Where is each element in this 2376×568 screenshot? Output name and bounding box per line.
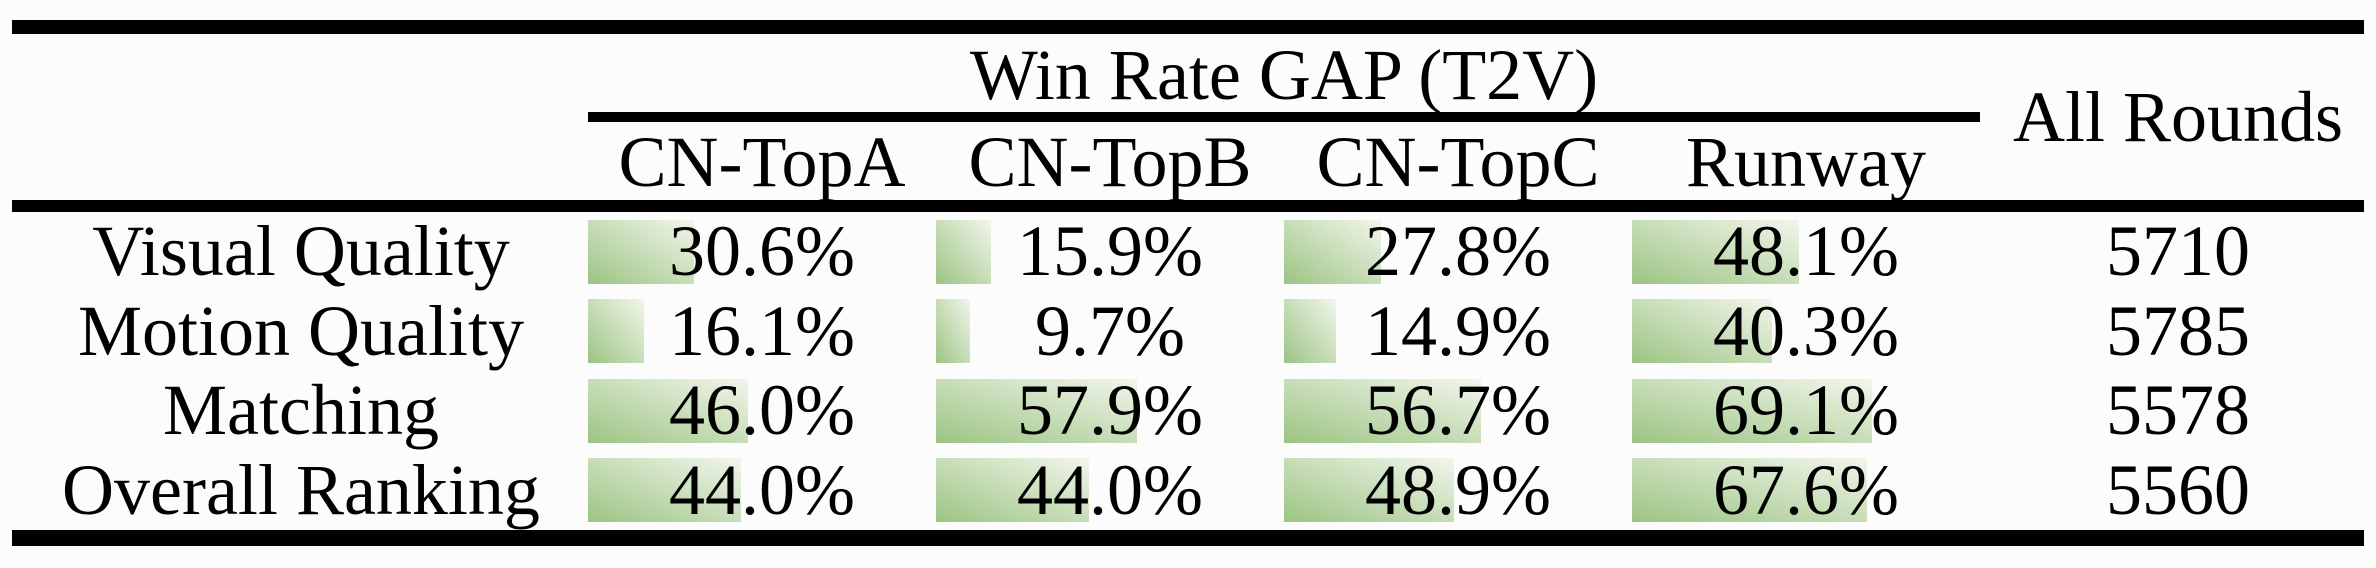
winrate-cell: 30.6% xyxy=(588,211,936,292)
column-headers: CN-TopA CN-TopB CN-TopC Runway xyxy=(588,122,1980,202)
column-header-all-rounds: All Rounds xyxy=(2012,76,2344,157)
winrate-cell: 46.0% xyxy=(588,370,936,451)
winrate-value: 48.1% xyxy=(1713,211,1899,291)
header-body-divider-rule xyxy=(12,200,2364,212)
winrate-value: 46.0% xyxy=(669,370,855,450)
row-label: Overall Ranking xyxy=(62,449,540,530)
column-header-cn-topb: CN-TopB xyxy=(968,122,1252,202)
winrate-cell: 67.6% xyxy=(1632,449,1980,531)
table-row: Visual Quality 30.6% 15.9% 27.8% 48.1% 5710 xyxy=(0,211,2376,292)
winrate-bar xyxy=(1284,458,1455,523)
winrate-value: 40.3% xyxy=(1713,290,1899,371)
winrate-bar xyxy=(588,219,695,284)
winrate-cell: 9.7% xyxy=(936,290,1284,372)
all-rounds-value: 5710 xyxy=(2106,211,2250,291)
table-body: Visual Quality 30.6% 15.9% 27.8% 48.1% 5710 Mo… xyxy=(0,211,2376,531)
winrate-value: 69.1% xyxy=(1713,370,1899,450)
all-rounds-value: 5560 xyxy=(2106,449,2250,530)
winrate-value: 56.7% xyxy=(1365,370,1551,450)
winrate-bar xyxy=(936,378,1138,443)
all-rounds-value: 5785 xyxy=(2106,290,2250,371)
winrate-bar xyxy=(936,458,1090,523)
winrate-bar xyxy=(1284,299,1336,364)
winrate-cell: 69.1% xyxy=(1632,370,1980,451)
group-header-win-rate-gap: Win Rate GAP (T2V) xyxy=(969,35,1599,115)
winrate-bar xyxy=(588,299,645,364)
winrate-cell: 48.1% xyxy=(1632,211,1980,292)
table-row: Matching 46.0% 57.9% 56.7% 69.1% 5578 xyxy=(0,370,2376,451)
winrate-value: 48.9% xyxy=(1365,449,1551,530)
winrate-bar xyxy=(1632,378,1873,443)
table-row: Overall Ranking 44.0% 44.0% 48.9% 67.6% 5560 xyxy=(0,449,2376,531)
winrate-bar xyxy=(936,219,992,284)
winrate-cell: 16.1% xyxy=(588,290,936,372)
table-row: Motion Quality 16.1% 9.7% 14.9% 40.3% 5785 xyxy=(0,290,2376,372)
row-label: Visual Quality xyxy=(92,211,510,291)
winrate-cell: 48.9% xyxy=(1284,449,1632,531)
top-rule xyxy=(12,20,2364,34)
winrate-cell: 40.3% xyxy=(1632,290,1980,372)
winrate-value: 30.6% xyxy=(669,211,855,291)
winrate-cell: 44.0% xyxy=(588,449,936,531)
winrate-bar xyxy=(1284,378,1482,443)
winrate-value: 57.9% xyxy=(1017,370,1203,450)
winrate-bar xyxy=(588,378,749,443)
winrate-bar xyxy=(1632,299,1773,364)
group-header-underline-rule xyxy=(588,112,1980,122)
bottom-rule xyxy=(12,530,2364,546)
column-header-cn-topc: CN-TopC xyxy=(1316,122,1600,202)
winrate-value: 9.7% xyxy=(1035,290,1185,371)
winrate-value: 67.6% xyxy=(1713,449,1899,530)
winrate-bar xyxy=(588,458,742,523)
winrate-value: 14.9% xyxy=(1365,290,1551,371)
winrate-value: 44.0% xyxy=(669,449,855,530)
winrate-bar xyxy=(1284,219,1381,284)
winrate-cell: 15.9% xyxy=(936,211,1284,292)
column-header-cn-topa: CN-TopA xyxy=(618,122,906,202)
winrate-bar xyxy=(1632,219,1800,284)
winrate-cell: 14.9% xyxy=(1284,290,1632,372)
row-label: Motion Quality xyxy=(78,290,524,371)
winrate-cell: 57.9% xyxy=(936,370,1284,451)
all-rounds-value: 5578 xyxy=(2106,370,2250,450)
winrate-value: 15.9% xyxy=(1017,211,1203,291)
winrate-bar xyxy=(1632,458,1868,523)
winrate-cell: 27.8% xyxy=(1284,211,1632,292)
winrate-value: 27.8% xyxy=(1365,211,1551,291)
winrate-cell: 56.7% xyxy=(1284,370,1632,451)
winrate-cell: 44.0% xyxy=(936,449,1284,531)
column-header-runway: Runway xyxy=(1686,122,1926,202)
winrate-value: 16.1% xyxy=(669,290,855,371)
winrate-value: 44.0% xyxy=(1017,449,1203,530)
winrate-bar xyxy=(936,299,970,364)
row-label: Matching xyxy=(163,370,439,450)
